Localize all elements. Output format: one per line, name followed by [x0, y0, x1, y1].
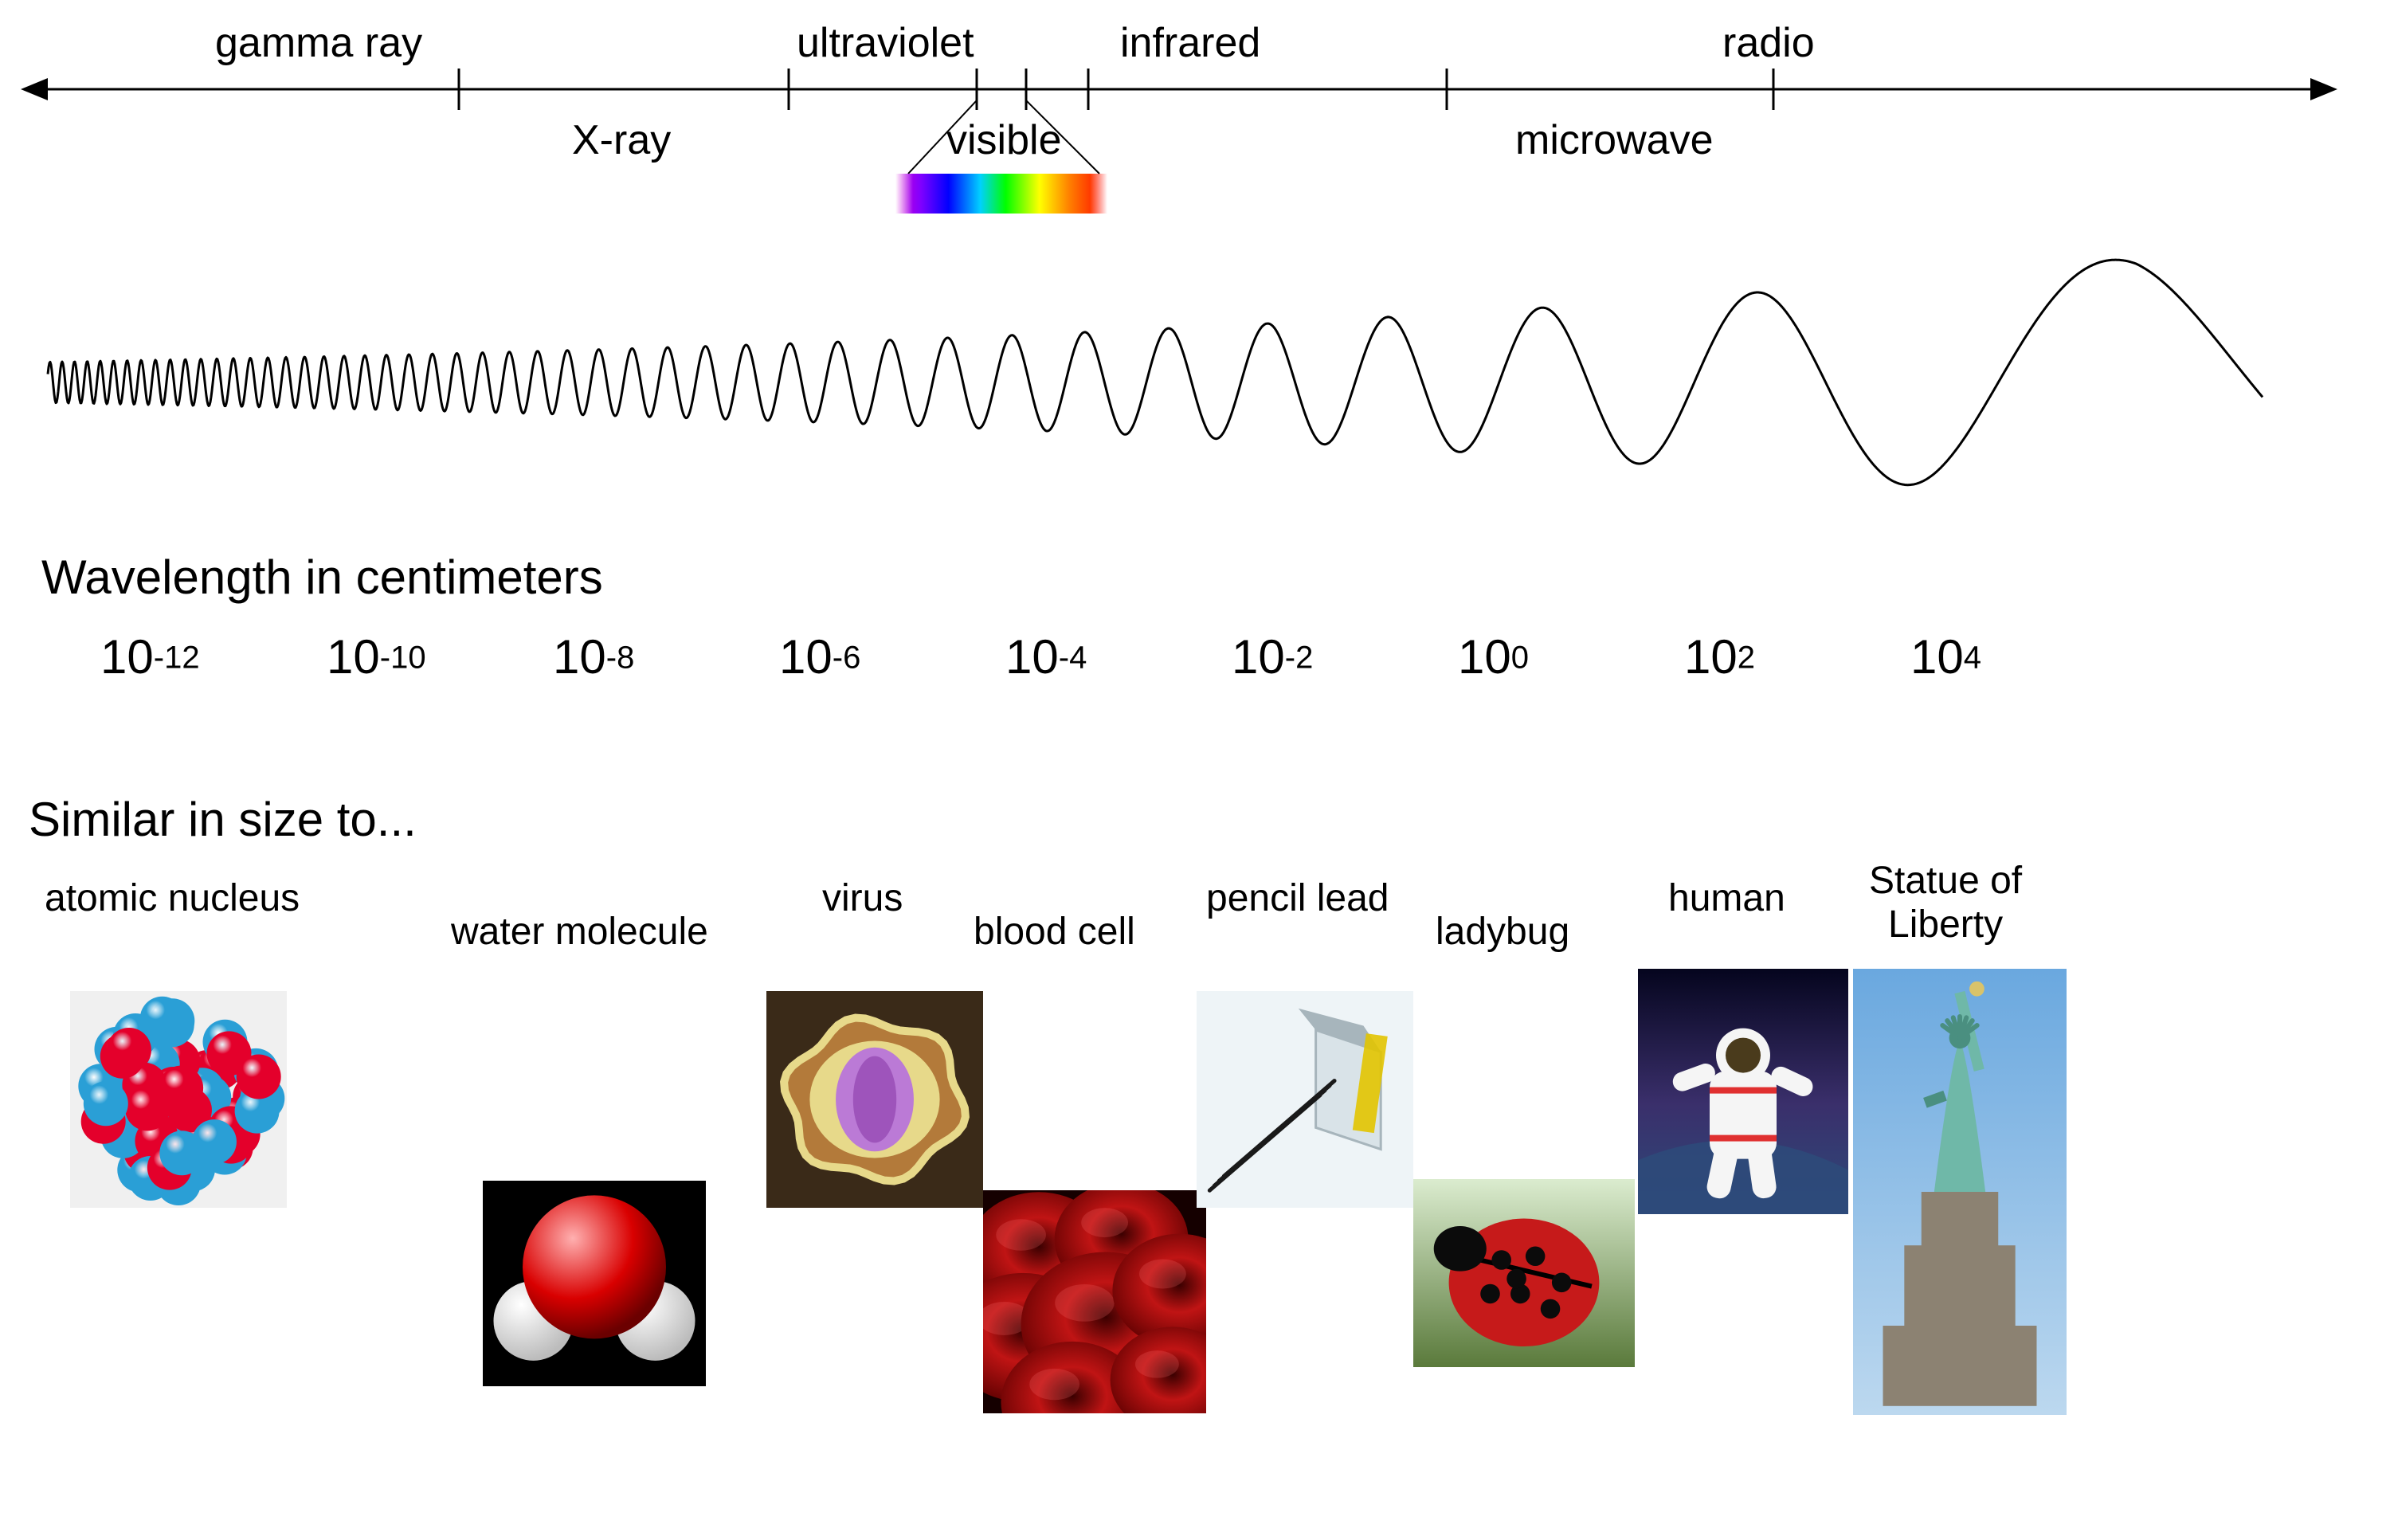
wavelength-value-3: 10-6 [779, 629, 860, 684]
size-label-water-molecule: water molecule [451, 910, 708, 954]
wavelength-value-0: 10-12 [100, 629, 200, 684]
wavelength-value-4: 10-4 [1005, 629, 1087, 684]
wavelength-value-8: 104 [1910, 629, 1981, 684]
size-thumb-water-molecule [483, 1181, 706, 1386]
size-label-atomic-nucleus: atomic nucleus [45, 876, 300, 920]
size-label-blood-cell: blood cell [974, 910, 1135, 954]
wavelength-value-7: 102 [1684, 629, 1755, 684]
wavelength-value-2: 10-8 [553, 629, 634, 684]
size-thumb-virus [766, 991, 983, 1208]
visible-spectrum-bar [895, 174, 1107, 214]
wavelength-value-1: 10-10 [327, 629, 426, 684]
size-label-ladybug: ladybug [1436, 910, 1569, 954]
size-label-human: human [1668, 876, 1785, 920]
size-label-pencil-lead: pencil lead [1206, 876, 1389, 920]
size-thumb-blood-cell [983, 1190, 1206, 1413]
size-thumb-atomic-nucleus [70, 991, 287, 1208]
size-label-statue-of-liberty: Statue of Liberty [1869, 859, 2022, 946]
size-label-virus: virus [822, 876, 903, 920]
chirped-wave [48, 255, 2263, 510]
size-thumb-statue-of-liberty [1853, 969, 2067, 1415]
size-thumb-ladybug [1413, 1179, 1635, 1367]
em-spectrum-diagram: gamma rayultravioletinfraredradioX-rayvi… [0, 0, 2390, 1540]
size-thumb-human [1638, 969, 1848, 1214]
wavelength-value-5: 10-2 [1232, 629, 1313, 684]
wavelength-value-6: 100 [1458, 629, 1529, 684]
visible-callout-lines [0, 0, 2390, 239]
similar-size-heading: Similar in size to... [29, 792, 417, 847]
wavelength-heading: Wavelength in centimeters [41, 550, 603, 605]
size-thumb-pencil-lead [1197, 991, 1413, 1208]
